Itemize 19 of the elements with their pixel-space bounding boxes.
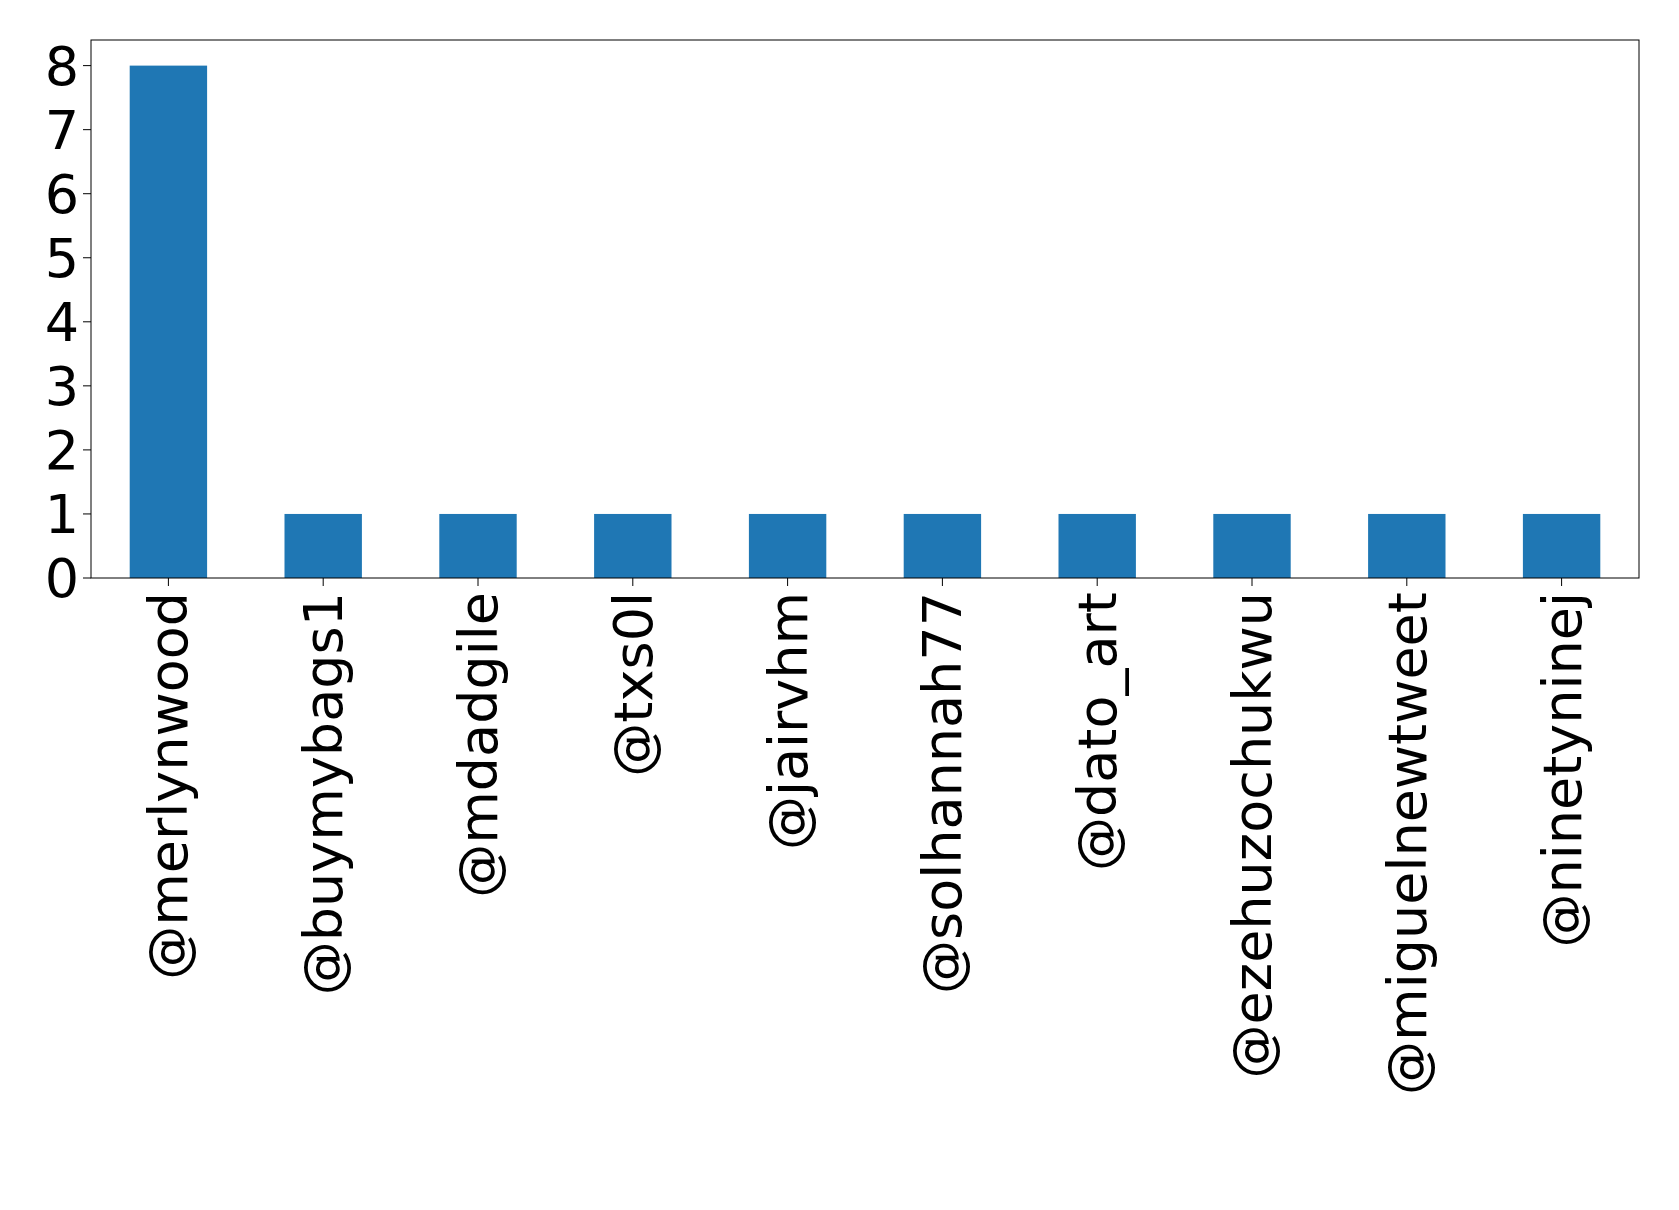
x-tick-label: @jairvhm — [756, 592, 820, 851]
x-tick-label: @solhannah77 — [911, 592, 975, 994]
y-tick-label: 5 — [44, 226, 79, 290]
x-tick-label: @ezehuzochukwu — [1220, 592, 1284, 1079]
x-tick-label: @buymybags1 — [292, 592, 356, 996]
x-tick-label: @txs0l — [601, 592, 665, 777]
y-tick-label: 6 — [44, 162, 79, 226]
x-tick-label: @dato_art — [1066, 592, 1130, 872]
x-tick-label: @ninetyninej — [1530, 592, 1594, 948]
x-tick-label: @merlynwood — [137, 592, 201, 980]
y-tick-label: 1 — [44, 482, 79, 546]
y-tick-label: 0 — [44, 546, 79, 610]
y-tick-label: 3 — [44, 354, 79, 418]
y-tick-label: 2 — [44, 418, 79, 482]
x-tick-label: @mdadgile — [446, 592, 510, 898]
y-tick-label: 7 — [44, 98, 79, 162]
y-tick-label: 8 — [44, 34, 79, 98]
y-tick-label: 4 — [44, 290, 79, 354]
x-tick-label: @miguelnewtweet — [1375, 592, 1439, 1095]
